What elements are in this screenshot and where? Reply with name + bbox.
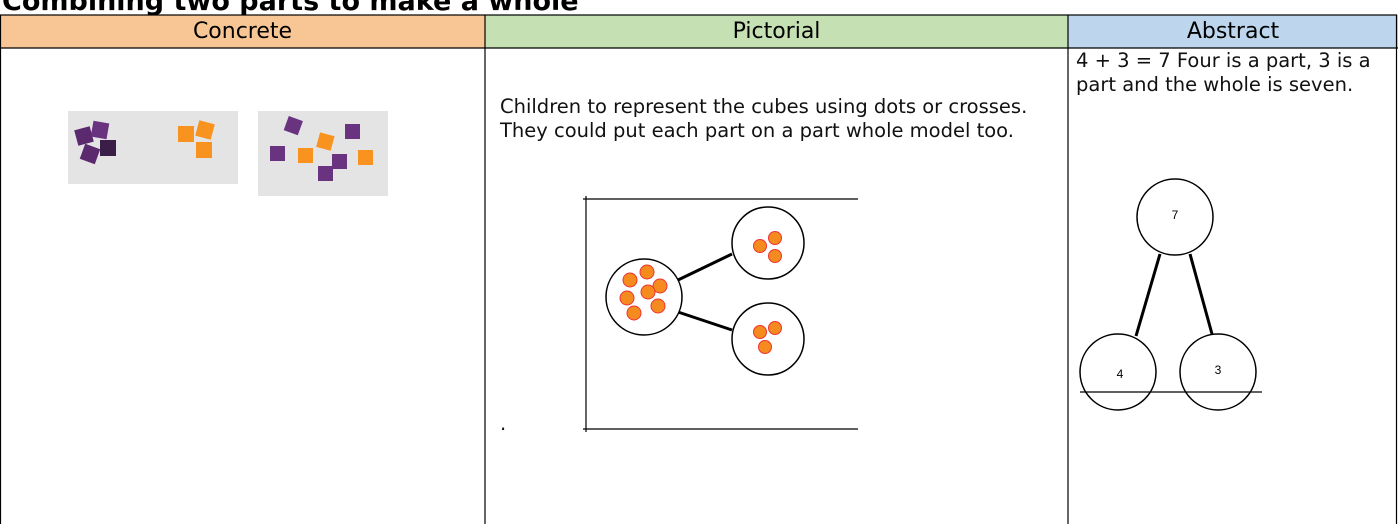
cubes-photo <box>68 111 238 184</box>
part-whole-model <box>1079 178 1262 411</box>
cubes-photo <box>258 111 388 196</box>
part-label: 4 <box>1117 367 1124 381</box>
part-label: 3 <box>1215 363 1222 377</box>
header-cell <box>485 15 1068 48</box>
cell-text: 4 + 3 = 7 Four is a part, 3 is a part an… <box>1076 49 1371 96</box>
column-header: Concrete <box>192 19 293 44</box>
whole-label: 7 <box>1172 208 1179 222</box>
table-borders <box>0 14 1398 524</box>
column-header: Abstract <box>1186 19 1280 44</box>
page-title: Combining two parts to make a whole <box>2 0 579 17</box>
pictorial-frame <box>583 196 858 432</box>
header-cell <box>1068 15 1398 48</box>
header-cell <box>0 15 485 48</box>
cell-text: . <box>500 412 507 435</box>
cell-text: Children to represent the cubes using do… <box>500 95 1028 142</box>
part-whole-dots <box>605 206 805 376</box>
column-header: Pictorial <box>732 19 821 44</box>
